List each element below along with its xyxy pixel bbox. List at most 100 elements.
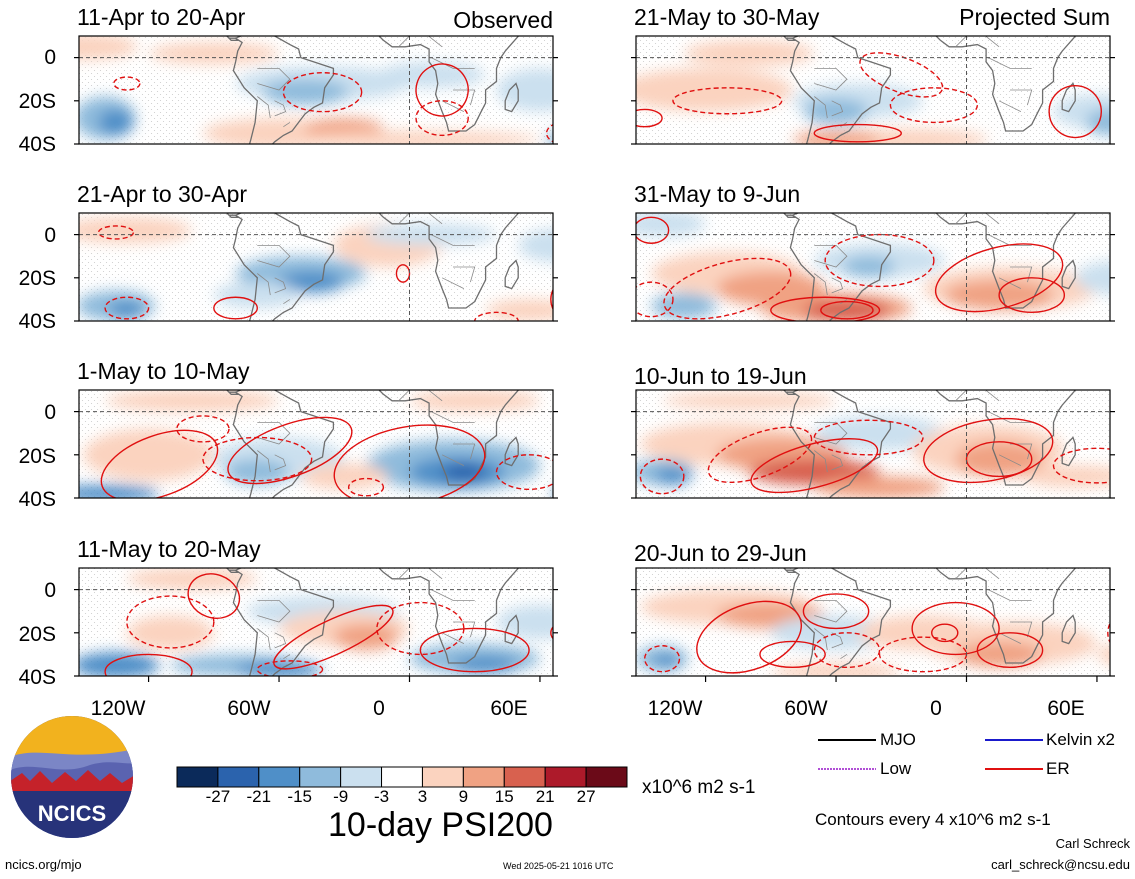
er-contours xyxy=(636,52,1103,143)
anomaly-blob xyxy=(662,392,837,410)
anomaly-blob xyxy=(485,299,553,321)
er-contour-negative xyxy=(126,595,215,649)
lon-label-60e-right: 60E xyxy=(1047,697,1085,720)
colorbar-segment xyxy=(299,766,342,788)
er-contour-negative xyxy=(672,87,783,115)
lon-label-60w-left: 60W xyxy=(227,697,271,720)
er-contour-negative xyxy=(663,257,792,320)
logo-text: NCICS xyxy=(38,801,106,826)
lat-label-40s-p1: 40S xyxy=(18,133,56,156)
panel-frame xyxy=(635,567,1111,677)
panel-title-3: 1-May to 10-May xyxy=(77,358,250,384)
er-contour-positive xyxy=(636,216,670,244)
er-contour-negative xyxy=(813,419,924,456)
coastlines xyxy=(225,568,520,676)
anomaly-blob xyxy=(333,624,399,651)
anomaly-blob xyxy=(148,42,280,65)
er-contour-negative xyxy=(1107,621,1110,644)
er-contours xyxy=(104,573,553,676)
er-contour-negative xyxy=(824,233,935,288)
er-contour-negative xyxy=(643,645,681,673)
er-contour-positive xyxy=(395,264,411,283)
legend-label-low: Low xyxy=(880,759,912,778)
panel-frame xyxy=(78,567,554,677)
coastlines xyxy=(782,36,1077,144)
er-contour-positive xyxy=(976,632,1044,669)
anomaly-blob xyxy=(126,615,214,651)
er-contour-positive xyxy=(696,600,803,674)
er-contour-negative xyxy=(636,281,674,318)
lat-label-20s-p1: 20S xyxy=(18,90,56,113)
er-contour-positive xyxy=(187,573,241,619)
er-contour-negative xyxy=(104,296,150,320)
legend-line-kelvin xyxy=(985,739,1043,741)
panel-frame xyxy=(78,35,554,145)
footer-url: ncics.org/mjo xyxy=(5,857,82,872)
er-contours xyxy=(113,63,553,143)
colorbar-tick-label: -27 xyxy=(205,787,231,806)
panel-title-2: 21-Apr to 30-Apr xyxy=(77,181,248,207)
anomaly-blob xyxy=(213,282,301,309)
colorbar-tick-label: -9 xyxy=(333,787,349,806)
er-contour-negative xyxy=(97,225,135,240)
colorbar-segment xyxy=(258,766,301,788)
anomaly-blob xyxy=(653,654,680,668)
panel-frame xyxy=(78,212,554,322)
anomaly-blob xyxy=(803,299,891,321)
er-contour-positive xyxy=(333,424,486,498)
anomaly-blob xyxy=(955,441,1043,477)
anomaly-blob xyxy=(83,428,214,481)
er-contours xyxy=(639,417,1110,495)
colorbar-segment xyxy=(585,766,628,788)
map-panel-7 xyxy=(631,389,1115,499)
colorbar-segment xyxy=(217,766,260,788)
panel-title-7: 10-Jun to 19-Jun xyxy=(634,363,807,389)
colorbar-tick-label: 21 xyxy=(535,787,555,806)
anomaly-blob xyxy=(496,68,553,112)
observed-header: Observed xyxy=(453,7,553,33)
panel-frame xyxy=(635,212,1111,322)
er-contour-positive xyxy=(998,277,1066,314)
panel-title-6: 31-May to 9-Jun xyxy=(634,181,801,207)
legend-label-kelvin: Kelvin x2 xyxy=(1046,730,1115,749)
er-contour-positive xyxy=(965,441,1033,478)
anomaly-blob xyxy=(224,459,290,486)
er-contour-negative xyxy=(859,52,944,98)
anomaly-blob xyxy=(79,36,138,60)
anomaly-blob xyxy=(683,40,815,67)
anomaly-blob xyxy=(496,604,553,640)
map-panel-1 xyxy=(74,35,558,145)
legend-line-low xyxy=(818,768,876,770)
lat-label-0-p1: 0 xyxy=(44,46,56,69)
anomaly-shading xyxy=(79,568,616,676)
colorbar-segment xyxy=(462,766,505,788)
anomaly-blob xyxy=(655,467,691,486)
anomaly-blob xyxy=(1096,645,1110,664)
er-contours xyxy=(100,415,553,498)
anomaly-blob xyxy=(636,213,706,237)
colorbar-tick-label: -15 xyxy=(287,787,312,806)
er-contour-negative xyxy=(113,76,141,91)
colorbar-segment xyxy=(421,766,464,788)
er-contour-positive xyxy=(802,593,870,630)
legend-label-er: ER xyxy=(1046,759,1070,778)
lon-label-120w-right: 120W xyxy=(647,697,703,720)
anomaly-blob xyxy=(279,131,540,144)
er-contour-negative xyxy=(639,458,685,495)
lat-label-0-p2: 0 xyxy=(44,224,56,247)
coastlines xyxy=(782,568,1077,676)
er-contour-negative xyxy=(282,72,363,113)
anomaly-blob xyxy=(573,622,616,665)
panel-frame xyxy=(635,389,1111,499)
lon-label-60w-right: 60W xyxy=(784,697,828,720)
anomaly-blob xyxy=(79,485,160,498)
panel-title-4: 11-May to 20-May xyxy=(77,536,261,562)
colorbar-units: x10^6 m2 s-1 xyxy=(642,777,756,798)
anomaly-blob xyxy=(814,476,945,498)
ncics-logo: NCICS xyxy=(11,716,133,838)
er-contour-positive xyxy=(104,653,193,676)
er-contour-positive xyxy=(550,288,553,311)
er-contour-positive xyxy=(636,108,663,128)
er-contour-negative xyxy=(889,87,979,124)
